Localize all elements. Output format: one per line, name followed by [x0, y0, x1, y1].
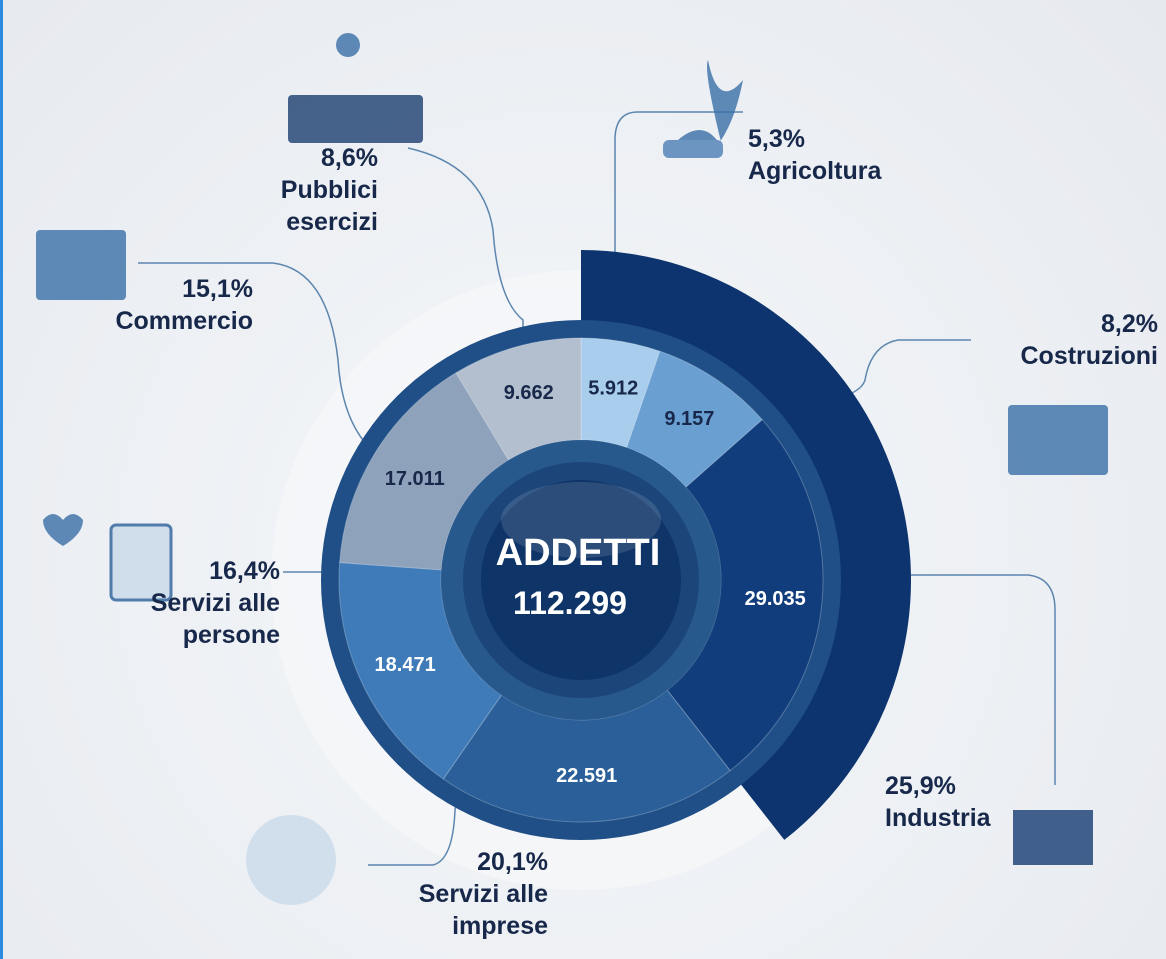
icon-operator [246, 815, 336, 905]
icon-market [36, 230, 126, 300]
icon-factory [1013, 810, 1093, 865]
value-label: 22.591 [556, 765, 617, 787]
share-label: 8,2% [1101, 310, 1158, 338]
category-label: 16,4% Servizi alle persone [80, 555, 280, 651]
icon-plant [668, 60, 743, 150]
share-label: 5,3% [748, 125, 805, 153]
icon-hand [663, 140, 723, 158]
share-label: 15,1% [182, 275, 253, 303]
value-label: 9.157 [664, 408, 714, 430]
icon-person [336, 33, 360, 57]
value-label: 9.662 [504, 382, 554, 404]
category-label: 5,3% Agricoltura [748, 123, 948, 187]
icon-construction [1008, 405, 1108, 475]
icon-heart [43, 514, 83, 546]
share-label: 8,6% [321, 144, 378, 172]
center-title: ADDETTI [496, 532, 661, 574]
center-gloss [501, 482, 661, 558]
category-label: 8,6% Pubblici esercizi [218, 142, 378, 238]
value-label: 5.912 [588, 378, 638, 400]
highlight-band [581, 250, 911, 840]
category-name: Commercio [115, 307, 253, 335]
icons [36, 33, 1108, 905]
category-name: Costruzioni [1020, 342, 1159, 370]
center-disc [481, 480, 681, 680]
category-label: 8,2% Costruzioni [958, 308, 1159, 372]
icon-bar [288, 95, 423, 143]
category-name: Industria [885, 804, 991, 832]
value-label: 18.471 [375, 654, 436, 676]
category-label: 25,9% Industria [885, 770, 1045, 834]
segment [626, 350, 763, 488]
value-label: 29.035 [745, 588, 806, 610]
category-name: Agricoltura [748, 157, 882, 185]
value-label: 17.011 [385, 468, 445, 490]
share-label: 16,4% [209, 557, 280, 585]
icon-clipboard [109, 523, 173, 602]
share-label: 20,1% [477, 848, 548, 876]
connector [614, 111, 743, 330]
category-label: 20,1% Servizi alle imprese [348, 846, 548, 942]
share-label: 25,9% [885, 772, 956, 800]
category-name: Servizi alle imprese [418, 880, 548, 940]
category-label: 15,1% Commercio [53, 273, 253, 337]
category-name: Pubblici esercizi [280, 176, 378, 236]
category-name: Servizi alle persone [150, 589, 280, 649]
connector [823, 574, 1056, 785]
center-total: 112.299 [513, 585, 627, 621]
connector [407, 147, 524, 350]
donut-chart: 5.9129.15729.03522.59118.47117.0119.662 … [36, 33, 1108, 905]
segment [580, 337, 661, 449]
